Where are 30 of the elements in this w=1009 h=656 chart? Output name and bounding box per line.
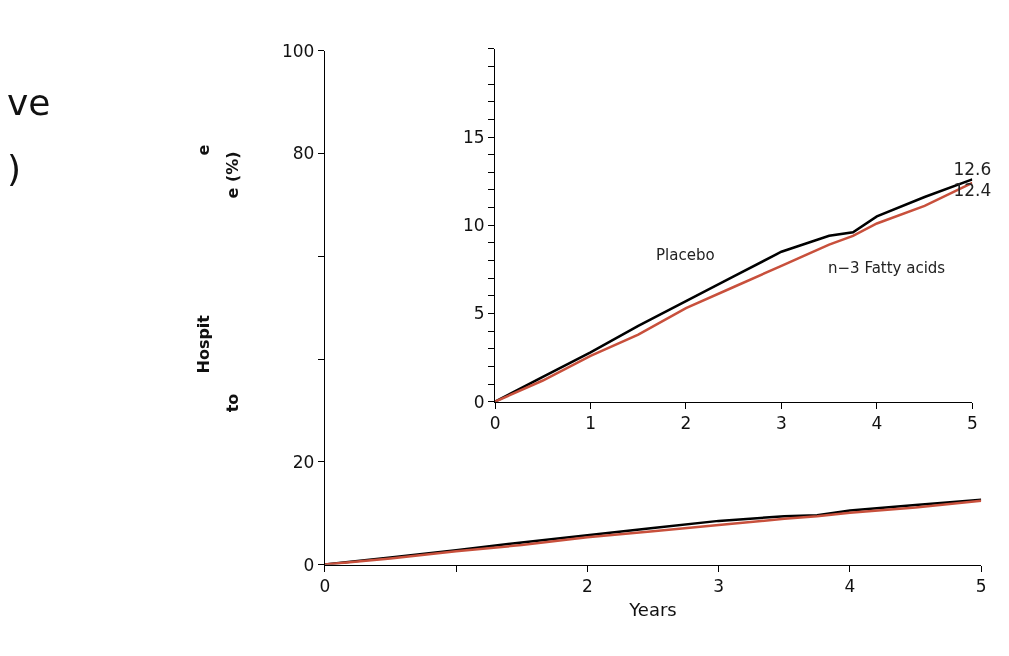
data-label: 12.6 — [953, 159, 992, 180]
x-tick-label: 0 — [319, 575, 331, 596]
x-tick-label: 0 — [489, 413, 501, 434]
y-tick-label: 5 — [473, 303, 485, 324]
y-tick-label: 10 — [463, 215, 485, 236]
text: ve — [7, 82, 51, 123]
data-label: 12.4 — [953, 179, 992, 200]
y-tick-label: 0 — [473, 391, 485, 412]
series-label: Placebo — [656, 246, 715, 264]
x-tick-label: 4 — [871, 413, 883, 434]
text: to — [223, 393, 243, 413]
x-tick-label: 2 — [680, 413, 692, 434]
x-axis-title: Years — [628, 599, 677, 621]
x-tick-label: 3 — [776, 413, 787, 434]
text: e — [194, 144, 214, 156]
y-tick-label: 15 — [463, 126, 485, 147]
y-tick-label: 100 — [281, 40, 315, 61]
text: ) — [7, 148, 22, 189]
text: e (%) — [222, 151, 242, 199]
y-tick-label: 0 — [303, 554, 315, 575]
x-tick-label: 3 — [713, 575, 725, 596]
x-tick-label: 1 — [585, 413, 596, 434]
text: Hospit — [193, 314, 213, 374]
y-tick-label: 80 — [292, 143, 315, 164]
series-label: n−3 Fatty acids — [828, 259, 946, 277]
x-tick-label: 4 — [844, 575, 856, 596]
y-tick-label: 20 — [292, 451, 315, 472]
x-tick-label: 2 — [581, 575, 593, 596]
x-tick-label: 5 — [966, 413, 978, 434]
x-tick-label: 5 — [975, 575, 987, 596]
